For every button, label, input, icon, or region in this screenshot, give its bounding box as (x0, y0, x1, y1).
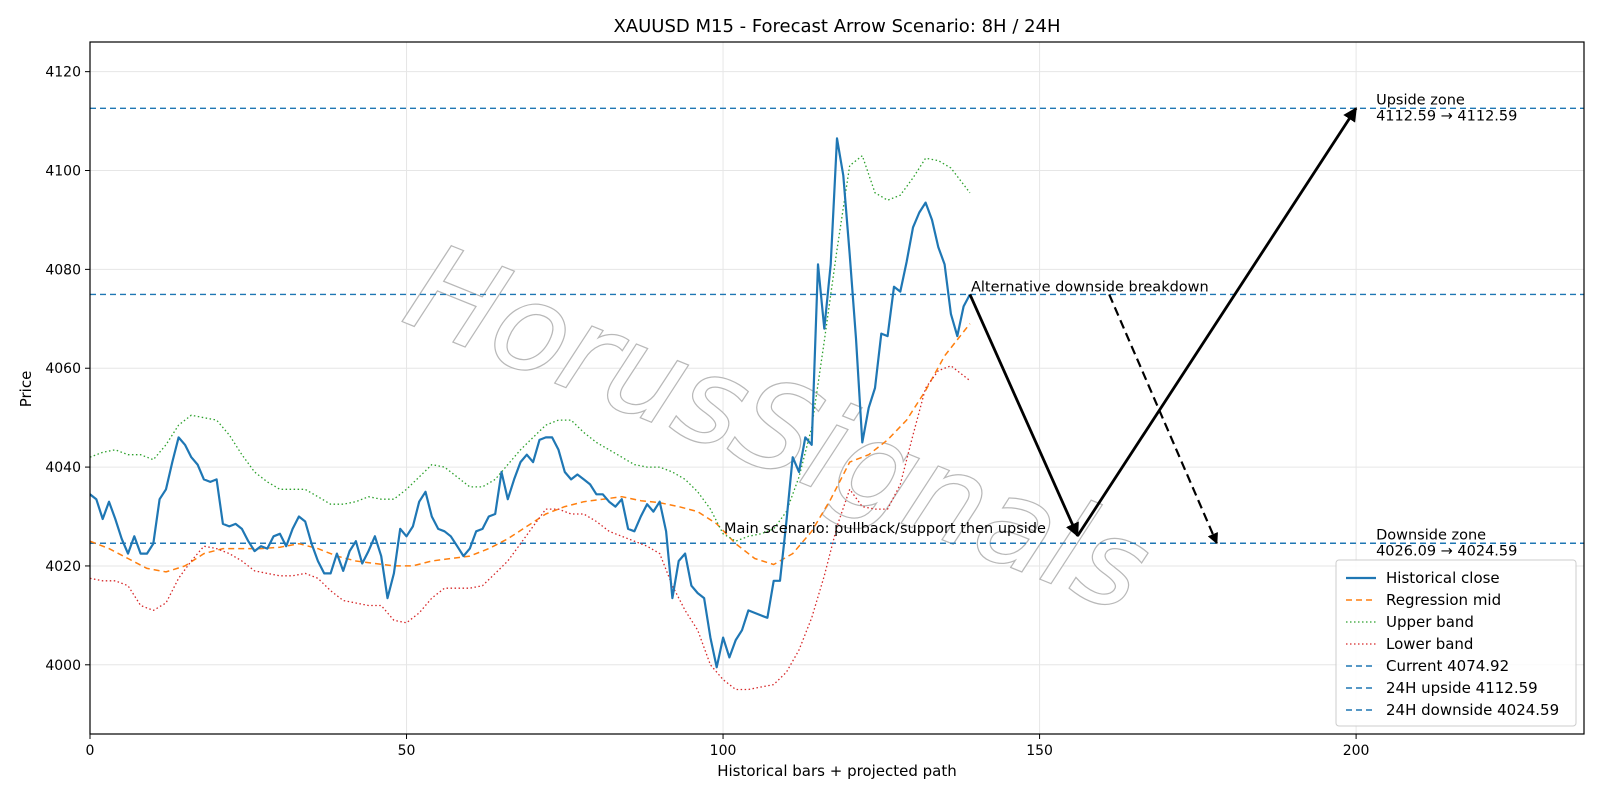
x-tick-label: 200 (1343, 743, 1370, 759)
annotation-label: Main scenario: pullback/support then ups… (724, 521, 1046, 537)
series-line (90, 155, 971, 542)
legend-entry-label: Lower band (1386, 635, 1473, 653)
legend-entry-label: Historical close (1386, 569, 1500, 587)
x-tick-label: 50 (398, 743, 416, 759)
annotation-label: Upside zone (1376, 92, 1465, 108)
series-line (90, 323, 971, 573)
reference-lines (90, 107, 1584, 544)
y-tick-label: 4120 (45, 65, 81, 81)
series-layer (90, 137, 971, 691)
annotation-label: Alternative downside breakdown (971, 279, 1209, 295)
y-tick-label: 4060 (45, 361, 81, 377)
legend-entry-label: Regression mid (1386, 591, 1501, 609)
y-tick-label: 4040 (45, 460, 81, 476)
annotation-label: Downside zone (1376, 527, 1486, 543)
y-axis-label: Price (17, 371, 35, 408)
grid (89, 42, 1584, 734)
x-tick-label: 150 (1026, 743, 1053, 759)
legend-entry-label: Current 4074.92 (1386, 657, 1509, 675)
axes: 0 50 100 150 200 4000 4020 4040 4060 4080 4100 4120 (45, 65, 1369, 759)
scenario-arrows (968, 107, 1358, 545)
series-line (90, 365, 971, 691)
legend-entry-label: 24H upside 4112.59 (1386, 679, 1538, 697)
annotation-label: 4112.59 → 4112.59 (1376, 108, 1517, 124)
scenario-arrow (1108, 294, 1218, 545)
chart-title: XAUUSD M15 - Forecast Arrow Scenario: 8H… (613, 16, 1060, 37)
legend-entry-label: Upper band (1386, 613, 1474, 631)
legend-box (1335, 559, 1577, 727)
x-axis-label: Historical bars + projected path (717, 762, 957, 780)
annotation-label: 4026.09 → 4024.59 (1376, 543, 1517, 559)
legend-entry-label: 24H downside 4024.59 (1386, 701, 1559, 719)
scenario-arrow (1076, 107, 1358, 537)
x-tick-label: 0 (86, 743, 95, 759)
y-tick-label: 4020 (45, 559, 81, 575)
series-line (90, 137, 971, 669)
x-tick-label: 100 (710, 743, 737, 759)
legend: Historical close Regression mid Upper band… (1335, 559, 1577, 727)
y-tick-label: 4100 (45, 164, 81, 180)
y-tick-label: 4080 (45, 262, 81, 278)
y-tick-label: 4000 (45, 658, 81, 674)
plot-frame (89, 41, 1585, 735)
scenario-arrow (968, 293, 1079, 538)
annotations: Alternative downside breakdown Main scena… (724, 92, 1517, 559)
